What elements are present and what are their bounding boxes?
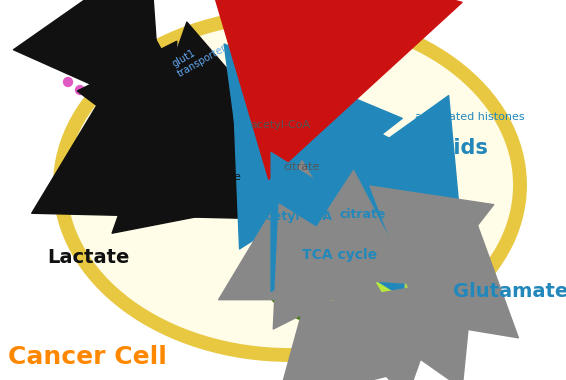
Ellipse shape <box>354 210 406 280</box>
Text: Lipids: Lipids <box>418 138 488 158</box>
Point <box>85 39 95 45</box>
Text: acetyl-CoA: acetyl-CoA <box>250 120 310 130</box>
Point <box>63 79 72 85</box>
Point <box>85 49 95 55</box>
Text: Acetate: Acetate <box>228 25 338 49</box>
FancyBboxPatch shape <box>127 93 180 151</box>
Text: Lactate: Lactate <box>47 248 129 267</box>
Point <box>108 59 117 65</box>
Text: TCA cycle: TCA cycle <box>302 248 378 262</box>
Text: citrate: citrate <box>284 162 320 172</box>
Text: glut1
transporter: glut1 transporter <box>170 32 229 79</box>
Ellipse shape <box>297 240 333 290</box>
Point <box>85 69 95 75</box>
Point <box>75 87 84 93</box>
Ellipse shape <box>302 210 358 286</box>
FancyBboxPatch shape <box>137 86 189 144</box>
Text: Pyruvate: Pyruvate <box>192 172 242 182</box>
Ellipse shape <box>260 230 460 300</box>
Text: Glutamate: Glutamate <box>453 282 566 301</box>
Text: Cancer Cell: Cancer Cell <box>8 345 167 369</box>
Text: Glucose: Glucose <box>50 28 136 47</box>
Point <box>63 59 72 65</box>
Ellipse shape <box>270 186 450 310</box>
Point <box>108 49 117 55</box>
Ellipse shape <box>255 180 465 330</box>
Ellipse shape <box>388 232 428 288</box>
Text: citrate: citrate <box>340 208 387 221</box>
Text: acetylated histones: acetylated histones <box>415 112 525 122</box>
Ellipse shape <box>60 15 520 355</box>
Ellipse shape <box>325 246 385 290</box>
Point <box>108 79 117 85</box>
Point <box>63 39 72 45</box>
Text: Glucose: Glucose <box>125 130 211 149</box>
Text: acetyl-CoA: acetyl-CoA <box>258 210 333 223</box>
